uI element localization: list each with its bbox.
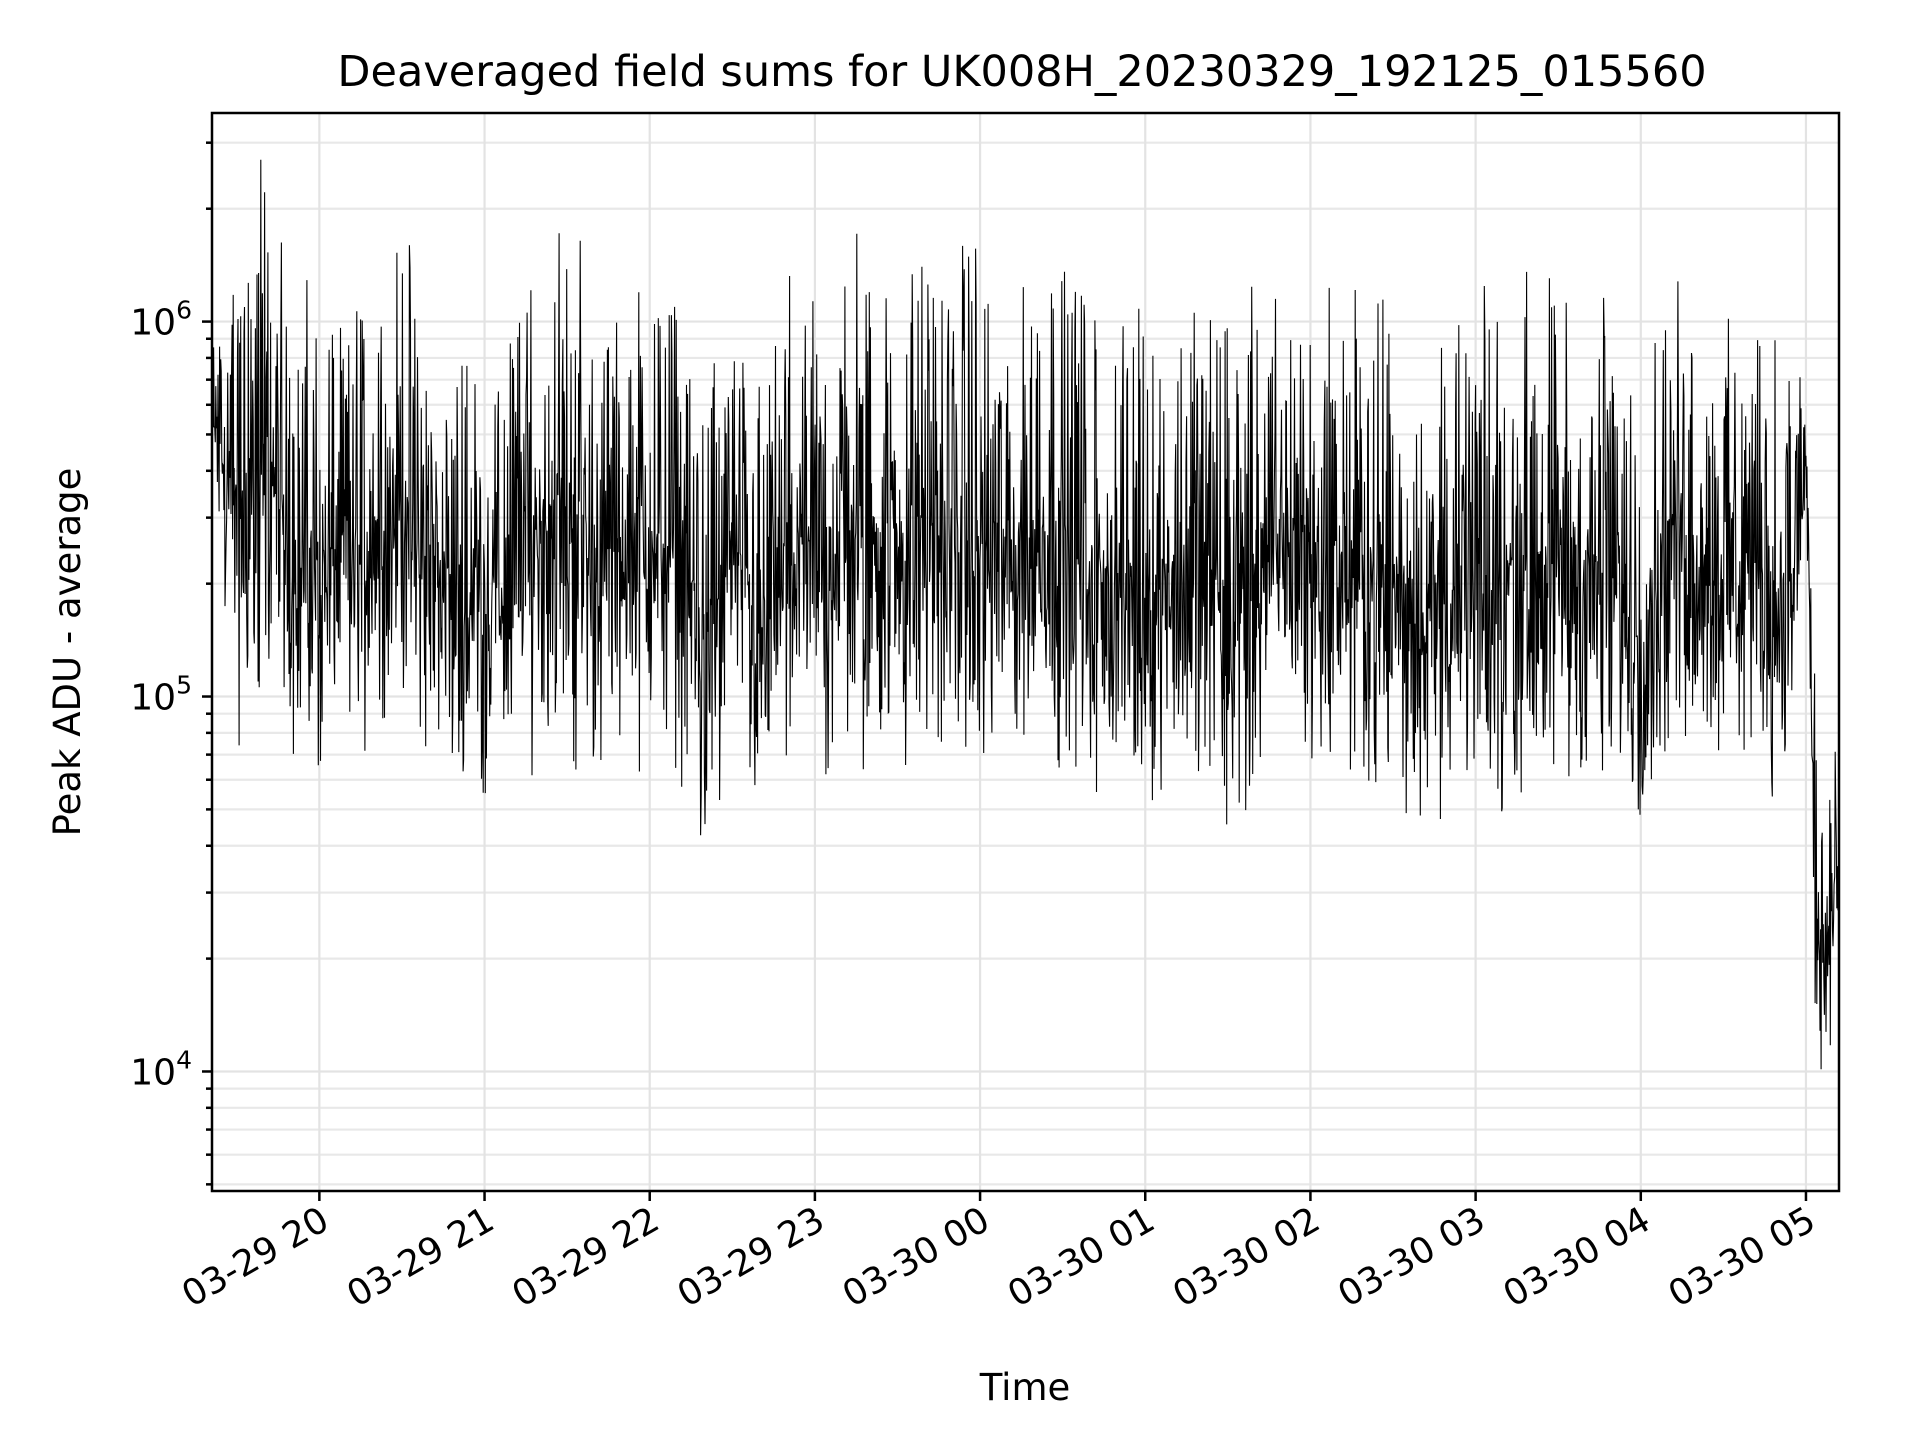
y-tick-label: 106 [130, 296, 192, 344]
x-tick-label: 03-29 20 [175, 1199, 336, 1315]
x-axis-label: Time [979, 1366, 1071, 1409]
plot-frame [210, 111, 1841, 1193]
y-axis-label: Peak ADU - average [46, 468, 89, 837]
x-tick-label: 03-29 23 [671, 1199, 832, 1315]
series-line [211, 159, 1840, 1070]
x-tick-label: 03-30 03 [1331, 1199, 1492, 1315]
y-tick-label: 105 [130, 671, 192, 719]
y-tick-label: 104 [130, 1045, 192, 1093]
x-tick-label: 03-30 02 [1166, 1199, 1327, 1315]
x-tick-label: 03-29 22 [506, 1199, 667, 1315]
chart-title: Deaveraged field sums for UK008H_2023032… [337, 47, 1706, 97]
x-tick-label: 03-29 21 [340, 1199, 501, 1315]
x-tick-label: 03-30 04 [1497, 1199, 1658, 1315]
x-tick-label: 03-30 05 [1662, 1199, 1823, 1315]
x-tick-label: 03-30 01 [1001, 1199, 1162, 1315]
x-tick-label: 03-30 00 [836, 1199, 997, 1315]
